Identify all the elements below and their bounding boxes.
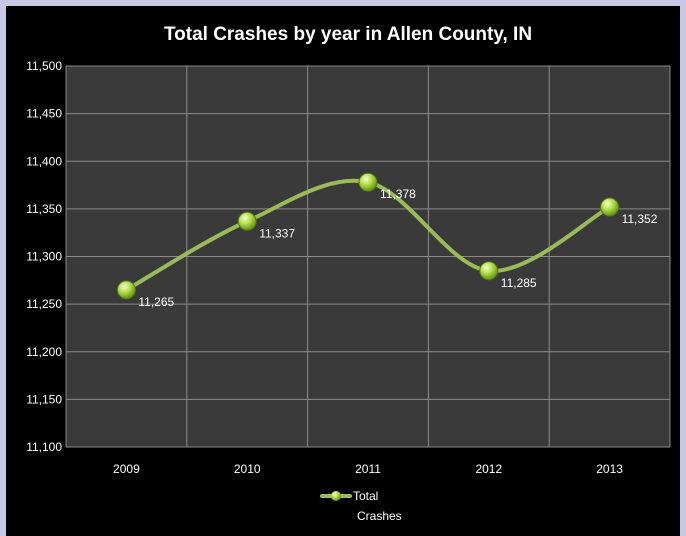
data-point-marker: [116, 280, 136, 300]
legend-label-line1: Total: [353, 489, 378, 503]
data-label: 11,378: [380, 187, 416, 201]
data-label: 11,265: [138, 295, 174, 309]
x-axis-ticks: 2009 2010 2011 2012 2013: [113, 462, 623, 476]
data-point-marker: [358, 172, 378, 192]
y-tick-label: 11,250: [26, 297, 62, 311]
y-tick-label: 11,500: [26, 59, 62, 73]
x-tick-label: 2011: [355, 462, 381, 476]
data-label: 11,337: [259, 226, 295, 240]
y-tick-label: 11,100: [26, 440, 62, 454]
data-labels: 11,265 11,337 11,378 11,285 11,352: [138, 187, 657, 309]
chart-frame: Total Crashes by year in Allen County, I…: [6, 6, 680, 536]
data-point-marker: [479, 261, 499, 281]
x-tick-label: 2013: [596, 462, 623, 476]
y-tick-label: 11,200: [26, 345, 62, 359]
data-label: 11,285: [501, 276, 537, 290]
x-tick-label: 2010: [234, 462, 261, 476]
legend: Total Crashes: [320, 489, 402, 523]
chart-title: Total Crashes by year in Allen County, I…: [164, 24, 532, 45]
legend-label-line2: Crashes: [357, 509, 402, 523]
y-tick-label: 11,450: [26, 107, 62, 121]
crashes-line-chart: Total Crashes by year in Allen County, I…: [26, 24, 671, 523]
y-tick-label: 11,150: [26, 392, 62, 406]
y-tick-label: 11,400: [26, 154, 62, 168]
gridlines: [65, 65, 671, 448]
data-label: 11,352: [622, 212, 658, 226]
series-total-crashes: [116, 172, 620, 300]
x-tick-label: 2009: [113, 462, 140, 476]
data-point-marker: [237, 211, 257, 231]
y-axis-ticks: 11,100 11,150 11,200 11,250 11,300 11,350 11,4…: [26, 59, 62, 454]
data-point-marker: [600, 197, 620, 217]
y-tick-label: 11,300: [26, 250, 62, 264]
x-tick-label: 2012: [475, 462, 502, 476]
legend-marker-swatch: [331, 491, 341, 501]
y-tick-label: 11,350: [26, 202, 62, 216]
